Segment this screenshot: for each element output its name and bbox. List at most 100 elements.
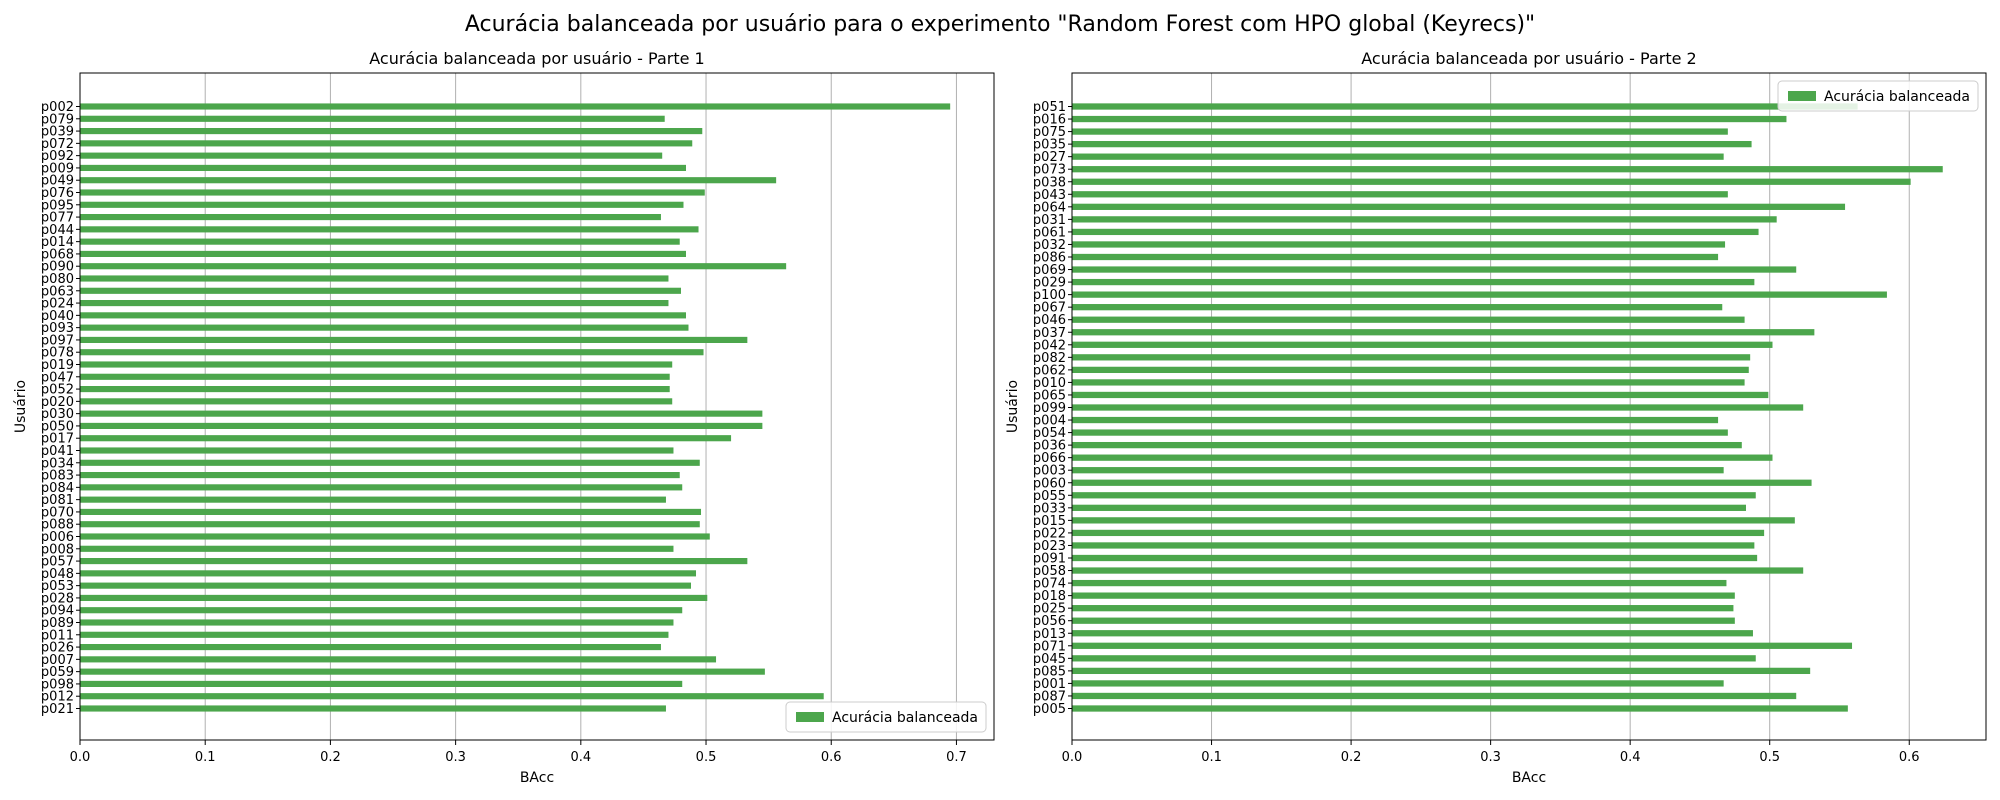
bar [80,398,673,405]
bar [1072,567,1804,574]
bar [1072,291,1887,298]
y-tick-label: p068 [41,247,74,262]
bar [80,361,673,368]
y-tick-label: p092 [41,149,74,164]
y-tick-label: p053 [41,579,74,594]
bar [1072,191,1728,198]
y-tick-label: p002 [41,100,74,115]
y-tick-label: p047 [41,370,74,385]
bar [80,533,710,540]
x-tick-label: 0.2 [1341,750,1362,765]
y-tick-label: p029 [1033,276,1066,291]
y-tick-label: p013 [1033,627,1066,642]
y-tick-label: p017 [41,432,74,447]
y-tick-label: p070 [41,505,74,520]
y-tick-label: p082 [1033,351,1066,366]
y-tick-label: p050 [41,419,74,434]
y-tick-label: p078 [41,346,74,361]
y-tick-label: p065 [1033,388,1066,403]
y-tick-label: p081 [41,493,74,508]
y-tick-label: p037 [1033,326,1066,341]
y-tick-label: p030 [41,407,74,422]
bar [80,287,681,294]
y-tick-label: p038 [1033,175,1066,190]
bar [1072,416,1719,424]
bar [80,336,748,343]
bar [80,201,684,208]
bar [80,521,700,528]
bar [80,668,765,675]
y-tick-label: p052 [41,383,74,398]
x-axis-label: BAcc [520,770,554,786]
bar [1072,266,1797,273]
y-tick-label: p057 [41,555,74,570]
bar [80,582,692,589]
y-tick-label: p007 [41,653,74,668]
y-tick-label: p089 [41,616,74,631]
y-tick-label: p072 [41,137,74,152]
bar [1072,441,1742,449]
y-tick-label: p049 [41,174,74,189]
bar [1072,492,1756,499]
bar [80,644,661,651]
bar [80,214,661,221]
y-tick-label: p008 [41,542,74,557]
bar [1072,655,1756,662]
axes-frame [1071,72,1987,741]
bar [80,410,763,417]
y-tick-label: p018 [1033,589,1066,604]
bar [80,349,704,356]
bar [1072,479,1812,486]
legend-box [785,701,987,733]
y-tick-label: p027 [1033,150,1066,165]
y-tick-label: p067 [1033,301,1066,316]
y-tick-label: p098 [41,677,74,692]
bar [1072,366,1749,374]
bar [80,693,824,700]
x-tick-label: 0.2 [320,750,341,765]
y-tick-label: p028 [41,591,74,606]
y-tick-label: p073 [1033,163,1066,178]
bar [1072,216,1777,223]
bar [1072,630,1753,637]
bar [1072,605,1734,612]
y-tick-label: p080 [41,272,74,287]
chart-title: Acurácia balanceada por usuário - Parte … [1361,49,1696,68]
y-tick-label: p006 [41,530,74,545]
bar [80,705,666,712]
y-tick-label: p060 [1033,476,1066,491]
x-tick-label: 0.4 [570,750,591,765]
bar [1072,253,1719,261]
bar [80,115,665,122]
bar [1072,592,1735,599]
bar [1072,304,1723,311]
y-tick-label: p090 [41,260,74,275]
y-tick-label: p079 [41,112,74,127]
bar [1072,429,1728,436]
figure-title: Acurácia balanceada por usuário para o e… [464,12,1536,37]
bar [1072,705,1848,712]
y-tick-label: p040 [41,309,74,324]
x-axis-label: BAcc [1512,770,1546,786]
axes-frame [79,72,995,741]
y-tick-label: p033 [1033,501,1066,516]
y-axis-label: Usuário [13,380,29,433]
x-tick-label: 0.4 [1620,750,1641,765]
y-tick-label: p034 [41,456,74,471]
y-tick-label: p023 [1033,539,1066,554]
bar [80,226,699,233]
bar [80,263,787,270]
y-tick-label: p043 [1033,188,1066,203]
bar [1072,278,1755,286]
y-tick-label: p042 [1033,338,1066,353]
bar [1072,228,1759,236]
y-tick-label: p003 [1033,464,1066,479]
y-tick-label: p091 [1033,552,1066,567]
y-tick-label: p061 [1033,225,1066,240]
y-tick-label: p075 [1033,125,1066,140]
y-tick-label: p054 [1033,426,1066,441]
bar [1072,178,1911,185]
y-tick-label: p097 [41,333,74,348]
x-tick-label: 0.1 [195,750,216,765]
bar [80,459,700,466]
